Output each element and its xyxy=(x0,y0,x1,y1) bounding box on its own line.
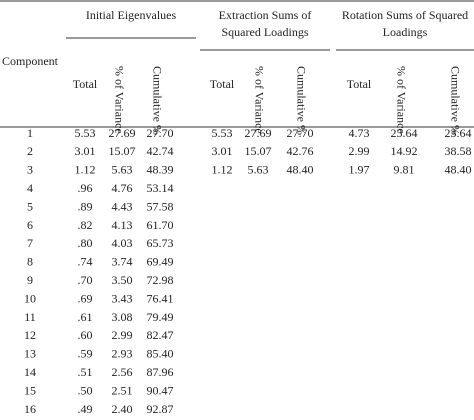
value-cell: 23.64 xyxy=(391,126,418,140)
value-cell: .70 xyxy=(78,273,93,287)
value-cell: 1.12 xyxy=(212,163,233,177)
value-cell: 48.39 xyxy=(147,163,174,177)
component-cell: 5 xyxy=(27,199,33,213)
value-cell: 2.51 xyxy=(112,383,133,397)
group-header: Rotation Sums of Squared xyxy=(342,8,468,22)
value-cell: 27.70 xyxy=(287,126,314,140)
value-cell: 65.73 xyxy=(147,236,174,250)
value-cell: 42.74 xyxy=(147,144,174,158)
value-cell: .74 xyxy=(78,255,93,269)
value-cell: 3.01 xyxy=(212,144,233,158)
column-header: Cumulative % xyxy=(448,66,462,135)
component-cell: 4 xyxy=(27,181,33,195)
value-cell: .61 xyxy=(78,310,93,324)
value-cell: 76.41 xyxy=(147,291,174,305)
value-cell: 5.53 xyxy=(75,126,96,140)
value-cell: 3.74 xyxy=(112,255,133,269)
value-cell: 14.92 xyxy=(391,144,418,158)
value-cell: .96 xyxy=(78,181,93,195)
column-header: Cumulative % xyxy=(294,66,308,135)
column-header: Total xyxy=(347,77,372,91)
value-cell: .82 xyxy=(78,218,93,232)
value-cell: 85.40 xyxy=(147,347,174,361)
value-cell: 92.87 xyxy=(147,402,174,416)
value-cell: 2.56 xyxy=(112,365,133,379)
value-cell: .60 xyxy=(78,328,93,342)
value-cell: 90.47 xyxy=(147,383,174,397)
group-header: Initial Eigenvalues xyxy=(86,8,177,22)
value-cell: 15.07 xyxy=(245,144,272,158)
value-cell: 82.47 xyxy=(147,328,174,342)
value-cell: 4.43 xyxy=(112,199,133,213)
value-cell: 42.76 xyxy=(287,144,314,158)
value-cell: 53.14 xyxy=(147,181,174,195)
value-cell: 79.49 xyxy=(147,310,174,324)
component-cell: 2 xyxy=(27,144,33,158)
value-cell: 3.01 xyxy=(75,144,96,158)
value-cell: 9.81 xyxy=(394,163,415,177)
column-header: % of Variance xyxy=(112,66,126,134)
value-cell: .89 xyxy=(78,199,93,213)
column-header: % of Variance xyxy=(394,66,408,134)
value-cell: 87.96 xyxy=(147,365,174,379)
column-header: Total xyxy=(73,77,98,91)
component-cell: 12 xyxy=(24,328,36,342)
group-header: Squared Loadings xyxy=(222,25,309,39)
value-cell: 5.63 xyxy=(112,163,133,177)
value-cell: 38.58 xyxy=(445,144,472,158)
component-cell: 3 xyxy=(27,163,33,177)
component-cell: 14 xyxy=(24,365,36,379)
value-cell: 27.70 xyxy=(147,126,174,140)
component-cell: 1 xyxy=(27,126,33,140)
value-cell: 23.64 xyxy=(445,126,472,140)
value-cell: 2.99 xyxy=(112,328,133,342)
value-cell: 27.69 xyxy=(245,126,272,140)
value-cell: 4.03 xyxy=(112,236,133,250)
component-cell: 9 xyxy=(27,273,33,287)
value-cell: 3.43 xyxy=(112,291,133,305)
value-cell: .51 xyxy=(78,365,93,379)
value-cell: 61.70 xyxy=(147,218,174,232)
component-cell: 7 xyxy=(27,236,33,250)
value-cell: 48.40 xyxy=(287,163,314,177)
value-cell: 15.07 xyxy=(109,144,136,158)
component-cell: 15 xyxy=(24,383,36,397)
component-cell: 6 xyxy=(27,218,33,232)
value-cell: 1.97 xyxy=(349,163,370,177)
component-cell: 16 xyxy=(24,402,36,416)
component-header: Component xyxy=(2,54,59,68)
value-cell: 48.40 xyxy=(445,163,472,177)
value-cell: .49 xyxy=(78,402,93,416)
value-cell: 4.73 xyxy=(349,126,370,140)
value-cell: 2.40 xyxy=(112,402,133,416)
column-header: Total xyxy=(210,77,235,91)
value-cell: 4.76 xyxy=(112,181,133,195)
value-cell: 5.53 xyxy=(212,126,233,140)
value-cell: 57.58 xyxy=(147,199,174,213)
value-cell: .80 xyxy=(78,236,93,250)
component-cell: 8 xyxy=(27,255,33,269)
value-cell: .59 xyxy=(78,347,93,361)
column-header: % of Variance xyxy=(252,66,266,134)
column-header: Cumulative % xyxy=(150,66,164,135)
value-cell: 4.13 xyxy=(112,218,133,232)
value-cell: 1.12 xyxy=(75,163,96,177)
value-cell: 72.98 xyxy=(147,273,174,287)
component-cell: 11 xyxy=(24,310,36,324)
value-cell: 3.08 xyxy=(112,310,133,324)
value-cell: .50 xyxy=(78,383,93,397)
component-cell: 10 xyxy=(24,291,36,305)
value-cell: 69.49 xyxy=(147,255,174,269)
group-header: Loadings xyxy=(383,25,428,39)
value-cell: 3.50 xyxy=(112,273,133,287)
value-cell: 2.93 xyxy=(112,347,133,361)
value-cell: 5.63 xyxy=(248,163,269,177)
value-cell: 27.69 xyxy=(109,126,136,140)
group-header: Extraction Sums of xyxy=(219,8,312,22)
value-cell: .69 xyxy=(78,291,93,305)
value-cell: 2.99 xyxy=(349,144,370,158)
component-cell: 13 xyxy=(24,347,36,361)
